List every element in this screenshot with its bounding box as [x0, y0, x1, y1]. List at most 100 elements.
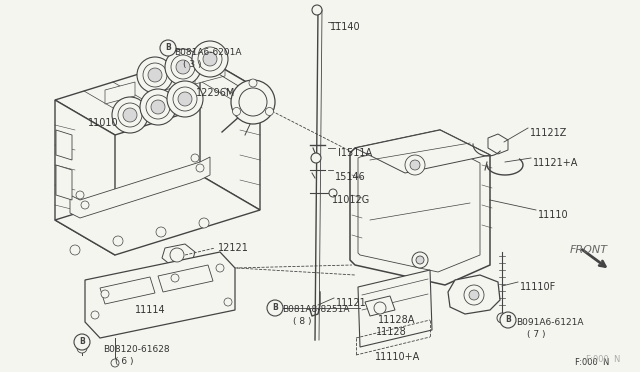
Circle shape [199, 218, 209, 228]
Circle shape [464, 285, 484, 305]
Polygon shape [158, 265, 213, 292]
Text: B081A8-8251A: B081A8-8251A [282, 305, 349, 314]
Text: B: B [505, 315, 511, 324]
Polygon shape [350, 130, 490, 285]
Circle shape [77, 343, 87, 353]
Text: 11121: 11121 [336, 298, 367, 308]
Text: 11121+A: 11121+A [533, 158, 579, 168]
Polygon shape [358, 270, 432, 347]
Polygon shape [162, 244, 195, 266]
Circle shape [178, 92, 192, 106]
Circle shape [239, 88, 267, 116]
Circle shape [196, 164, 204, 172]
Circle shape [311, 153, 321, 163]
Text: ( 7 ): ( 7 ) [527, 330, 545, 339]
Text: 11114: 11114 [135, 305, 166, 315]
Circle shape [146, 95, 170, 119]
Text: FRONT: FRONT [570, 245, 608, 255]
Text: 15146: 15146 [335, 172, 365, 182]
Circle shape [113, 236, 123, 246]
Text: 11128A: 11128A [378, 315, 415, 325]
Circle shape [101, 290, 109, 298]
Circle shape [70, 245, 80, 255]
Text: B08120-61628: B08120-61628 [103, 345, 170, 354]
Text: 11012G: 11012G [332, 195, 371, 205]
Text: 11110+A: 11110+A [375, 352, 420, 362]
Circle shape [232, 108, 241, 115]
Circle shape [176, 60, 190, 74]
Circle shape [203, 52, 217, 66]
Circle shape [165, 49, 201, 85]
Circle shape [140, 89, 176, 125]
Polygon shape [100, 277, 155, 304]
Circle shape [412, 252, 428, 268]
Text: 12121: 12121 [218, 243, 249, 253]
Circle shape [148, 68, 162, 82]
Polygon shape [355, 130, 490, 173]
Circle shape [405, 155, 425, 175]
Polygon shape [358, 140, 480, 272]
Polygon shape [55, 100, 115, 255]
Text: 11110: 11110 [538, 210, 568, 220]
Text: 12296M: 12296M [196, 88, 236, 98]
Text: 11010: 11010 [88, 118, 118, 128]
Text: 11128: 11128 [376, 327, 407, 337]
Circle shape [76, 191, 84, 199]
Polygon shape [55, 175, 260, 255]
Text: 11121Z: 11121Z [530, 128, 568, 138]
Circle shape [160, 40, 176, 56]
Circle shape [416, 256, 424, 264]
Polygon shape [55, 55, 260, 135]
Text: 11110F: 11110F [520, 282, 556, 292]
Circle shape [74, 334, 90, 350]
Text: ( 6 ): ( 6 ) [115, 357, 134, 366]
Circle shape [192, 41, 228, 77]
Polygon shape [365, 296, 395, 316]
Circle shape [329, 189, 337, 197]
Text: F:000  N: F:000 N [586, 355, 620, 364]
Polygon shape [488, 134, 508, 154]
Polygon shape [56, 165, 72, 200]
Circle shape [410, 160, 420, 170]
Circle shape [170, 248, 184, 262]
Text: B: B [272, 304, 278, 312]
Polygon shape [85, 252, 235, 338]
Circle shape [497, 313, 507, 323]
Circle shape [112, 97, 148, 133]
Polygon shape [56, 130, 72, 160]
Text: B091A6-6121A: B091A6-6121A [516, 318, 584, 327]
Circle shape [118, 103, 142, 127]
Circle shape [123, 108, 137, 122]
Text: ( 8 ): ( 8 ) [293, 317, 312, 326]
Text: ( 3 ): ( 3 ) [183, 60, 202, 69]
Polygon shape [195, 62, 225, 84]
Circle shape [171, 274, 179, 282]
Circle shape [167, 81, 203, 117]
Circle shape [111, 359, 119, 367]
Polygon shape [200, 55, 260, 210]
Circle shape [191, 154, 199, 162]
Circle shape [249, 79, 257, 87]
Circle shape [224, 298, 232, 306]
Circle shape [231, 80, 275, 124]
Circle shape [266, 108, 273, 115]
Circle shape [143, 63, 167, 87]
Circle shape [312, 5, 322, 15]
Text: I1511A: I1511A [338, 148, 372, 158]
Circle shape [171, 55, 195, 79]
Circle shape [216, 264, 224, 272]
Circle shape [469, 290, 479, 300]
Text: 11140: 11140 [330, 22, 360, 32]
Text: B081A6-6201A: B081A6-6201A [174, 48, 241, 57]
Polygon shape [150, 72, 180, 94]
Polygon shape [448, 275, 500, 314]
Circle shape [267, 300, 283, 316]
Polygon shape [105, 82, 135, 104]
Circle shape [81, 201, 89, 209]
Circle shape [137, 57, 173, 93]
Text: B: B [165, 44, 171, 52]
Circle shape [198, 47, 222, 71]
Circle shape [374, 302, 386, 314]
Circle shape [91, 311, 99, 319]
Circle shape [151, 100, 165, 114]
